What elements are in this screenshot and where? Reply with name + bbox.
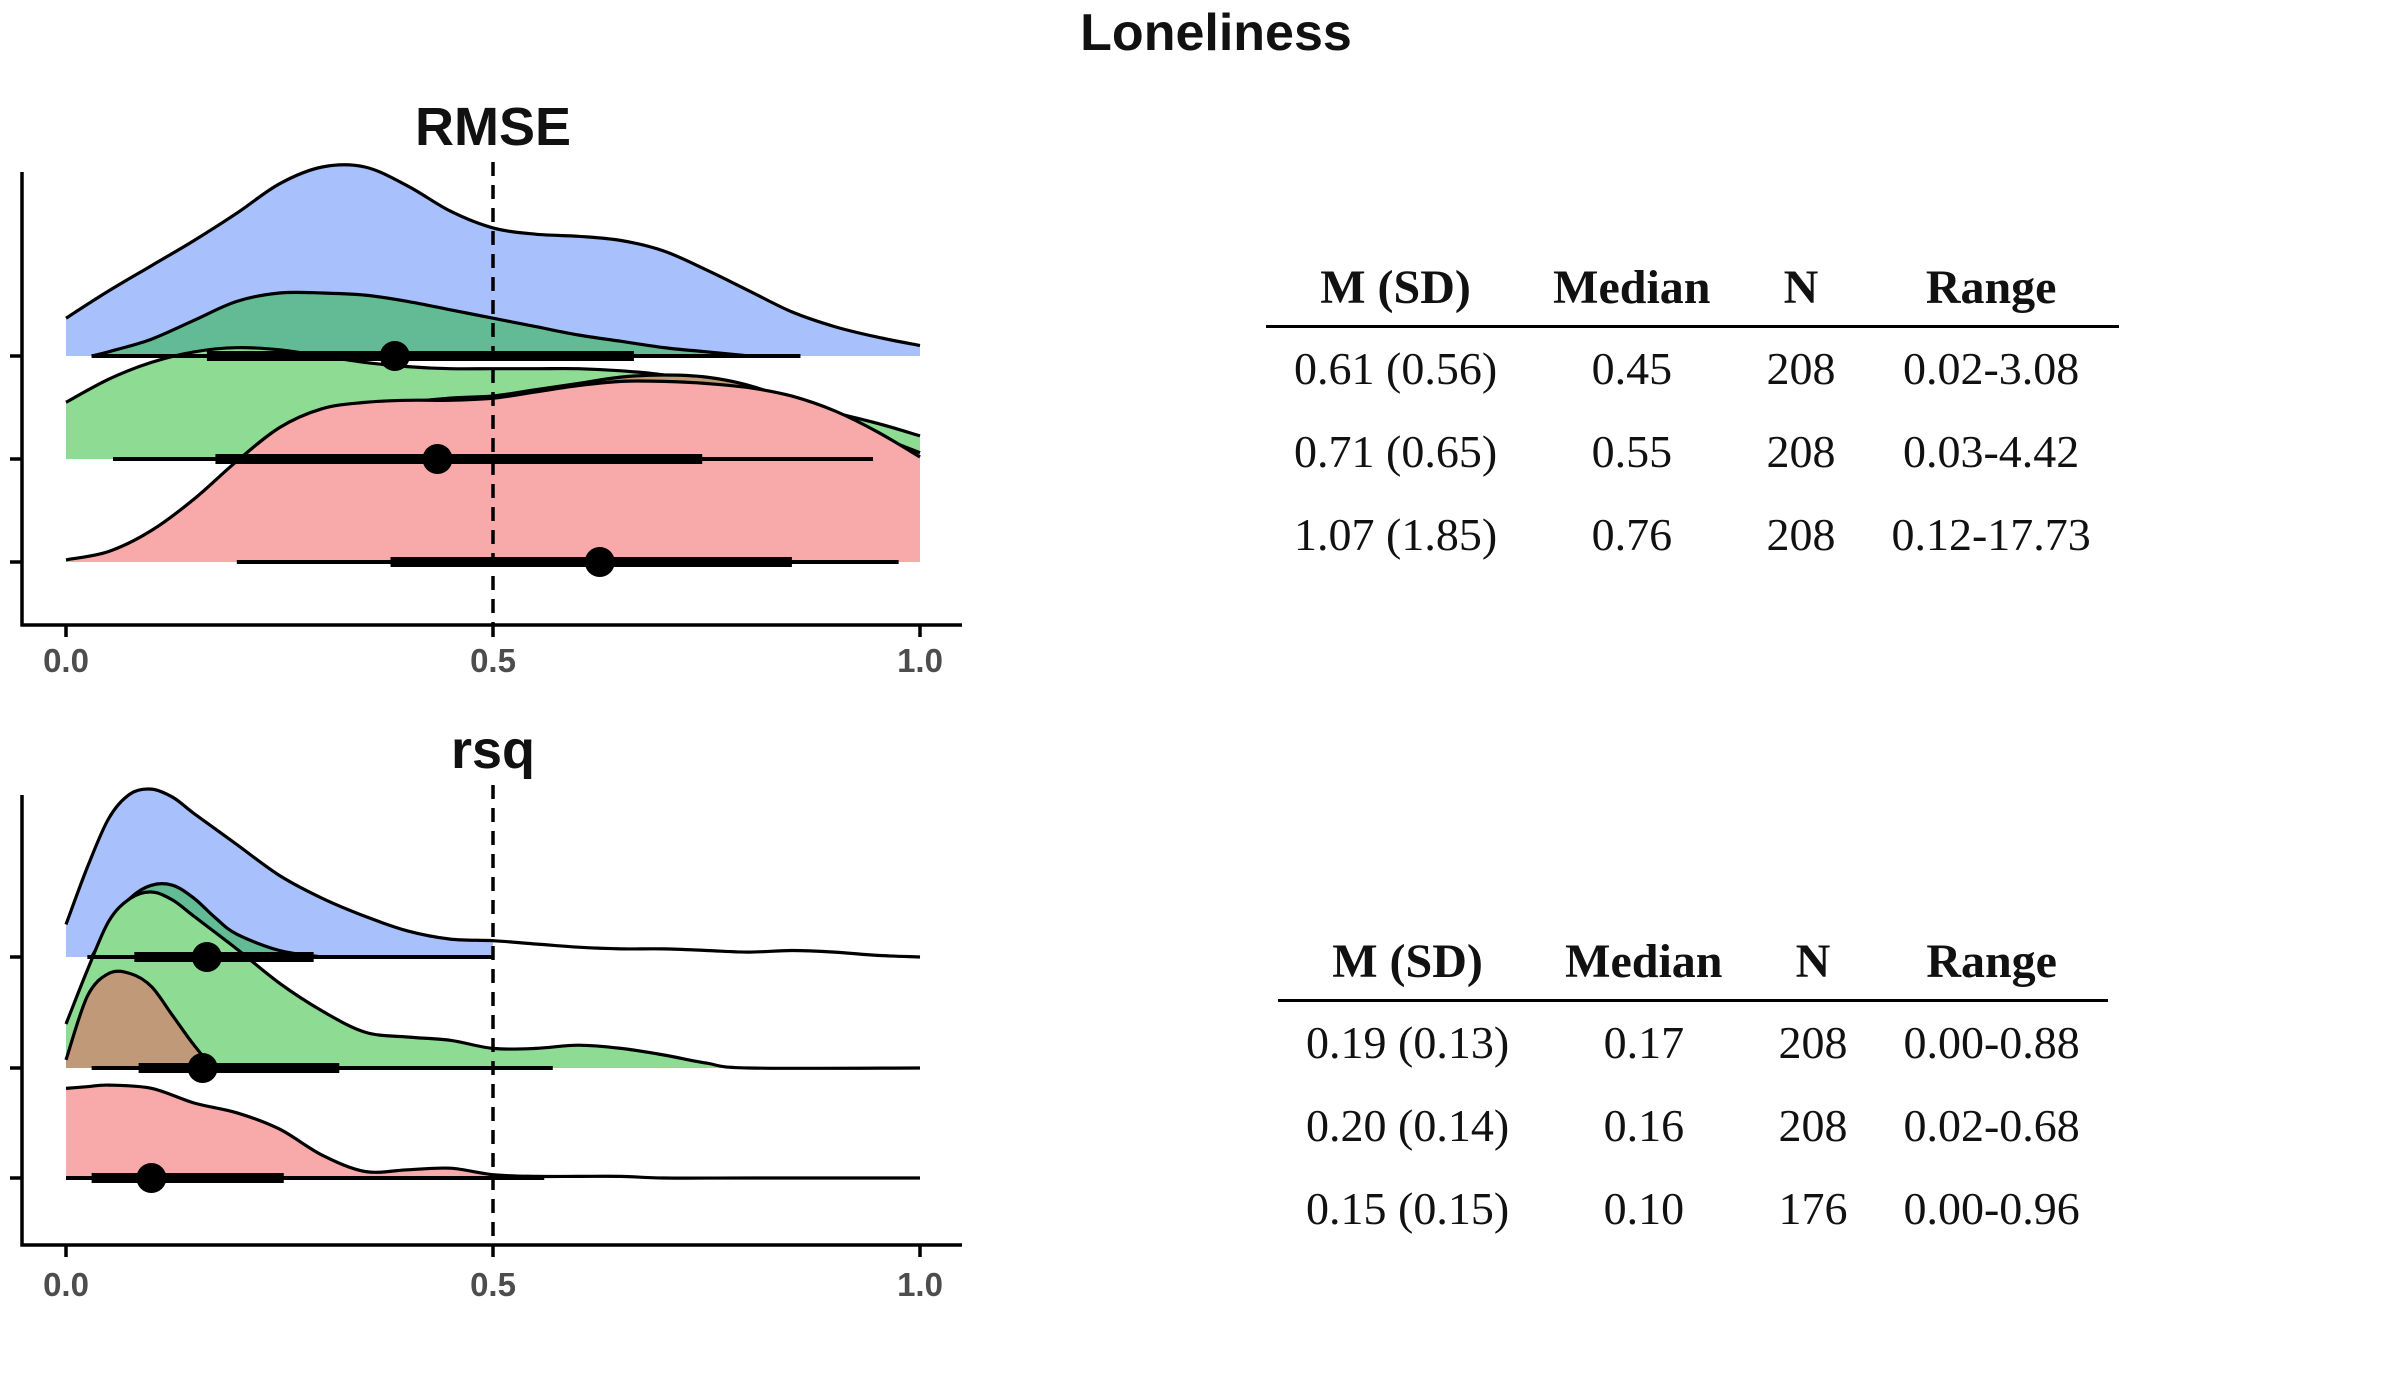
header-median: Median xyxy=(1537,928,1751,1002)
cell-range: 0.02-0.68 xyxy=(1903,1100,2080,1151)
density-curve-pink xyxy=(65,1083,920,1180)
density-fill-darkgreen xyxy=(91,292,750,356)
density-fill-lightgreen xyxy=(66,891,920,1069)
table-row: 0.61 (0.56) 0.45 208 0.02-3.08 xyxy=(1266,327,2119,412)
density-curve-blue xyxy=(65,163,921,348)
cell-median: 0.76 xyxy=(1591,509,1673,560)
cell-range: 0.03-4.42 xyxy=(1902,426,2080,477)
cell-mean-sd: 0.71 (0.65) xyxy=(1294,426,1498,477)
x-tick-label: 1.0 xyxy=(897,1266,943,1303)
cell-median: 0.55 xyxy=(1591,426,1673,477)
cell-median: 0.17 xyxy=(1603,1017,1685,1068)
point-estimate-lightgreen xyxy=(187,1053,218,1083)
density-curve-blue xyxy=(64,787,921,959)
density-fill-pink xyxy=(66,1085,920,1179)
rmse-panel: RMSE 0.0 0.5 1.0 xyxy=(10,97,962,679)
x-tick-label: 0.0 xyxy=(43,1266,89,1303)
x-tick-label: 0.5 xyxy=(470,642,516,679)
header-mean-sd: M (SD) xyxy=(1278,928,1538,1002)
cell-range: 0.00-0.96 xyxy=(1903,1183,2080,1234)
figure-title: Loneliness xyxy=(1080,4,1352,62)
table-header-row: M (SD) Median N Range xyxy=(1278,928,2108,1002)
cell-median: 0.16 xyxy=(1603,1100,1685,1151)
cell-n: 208 xyxy=(1766,343,1836,394)
density-curve-darkgreen xyxy=(91,290,750,358)
cell-mean-sd: 0.20 (0.14) xyxy=(1306,1100,1510,1151)
header-range: Range xyxy=(1875,928,2108,1002)
cell-mean-sd: 0.61 (0.56) xyxy=(1294,343,1498,394)
cell-range: 0.12-17.73 xyxy=(1891,509,2091,560)
point-estimate-darkgreen xyxy=(379,341,410,371)
point-estimate-lightgreen xyxy=(422,444,453,474)
header-mean-sd: M (SD) xyxy=(1266,254,1526,328)
cell-n: 208 xyxy=(1778,1017,1848,1068)
x-tick-label: 0.0 xyxy=(43,642,89,679)
header-n: N xyxy=(1750,928,1876,1002)
table-row: 0.20 (0.14) 0.16 208 0.02-0.68 xyxy=(1278,1085,2108,1168)
cell-median: 0.10 xyxy=(1603,1183,1685,1234)
cell-mean-sd: 0.15 (0.15) xyxy=(1306,1183,1510,1234)
point-estimate-pink xyxy=(136,1163,167,1193)
point-estimate-darkgreen xyxy=(191,942,222,972)
table-row: 1.07 (1.85) 0.76 208 0.12-17.73 xyxy=(1266,494,2119,577)
table-row: 0.19 (0.13) 0.17 208 0.00-0.88 xyxy=(1278,1001,2108,1086)
header-n: N xyxy=(1738,254,1864,328)
rsq-stats-table: M (SD) Median N Range 0.19 (0.13) 0.17 2… xyxy=(1278,928,2108,1251)
rmse-stats-table: M (SD) Median N Range 0.61 (0.56) 0.45 2… xyxy=(1266,254,2119,577)
density-fill-brown xyxy=(66,971,237,1070)
point-estimate-pink xyxy=(584,547,615,577)
table-header-row: M (SD) Median N Range xyxy=(1266,254,2119,328)
cell-median: 0.45 xyxy=(1591,343,1673,394)
cell-range: 0.02-3.08 xyxy=(1902,343,2080,394)
panel-title: rsq xyxy=(451,720,535,780)
cell-mean-sd: 0.19 (0.13) xyxy=(1306,1017,1510,1068)
table-row: 0.15 (0.15) 0.10 176 0.00-0.96 xyxy=(1278,1168,2108,1251)
cell-range: 0.00-0.88 xyxy=(1903,1017,2080,1068)
cell-n: 208 xyxy=(1766,509,1836,560)
panel-title: RMSE xyxy=(415,97,571,157)
header-median: Median xyxy=(1525,254,1739,328)
header-range: Range xyxy=(1863,254,2119,328)
cell-n: 208 xyxy=(1766,426,1836,477)
rsq-panel: rsq 0.0 0.5 1.0 xyxy=(10,720,962,1303)
table-row: 0.71 (0.65) 0.55 208 0.03-4.42 xyxy=(1266,411,2119,494)
cell-n: 176 xyxy=(1778,1183,1848,1234)
cell-mean-sd: 1.07 (1.85) xyxy=(1294,509,1498,560)
x-tick-label: 1.0 xyxy=(897,642,943,679)
cell-n: 208 xyxy=(1778,1100,1848,1151)
density-curve-lightgreen xyxy=(64,890,921,1070)
x-tick-label: 0.5 xyxy=(470,1266,516,1303)
